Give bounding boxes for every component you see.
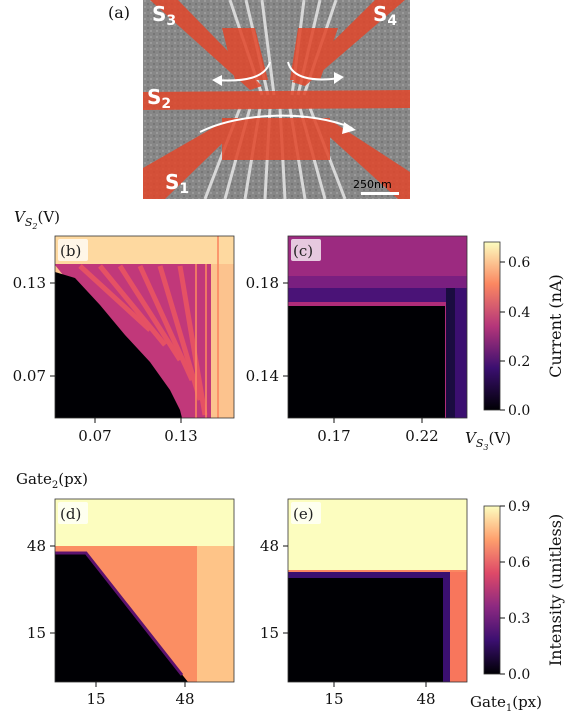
colorbar-current: 0.0 0.2 0.4 0.6 Current (nA) <box>483 241 565 419</box>
axis-b-ticks <box>50 282 182 423</box>
gate-label-s4: S4 <box>373 2 397 29</box>
panel-label-e: (e) <box>293 505 314 523</box>
axis-c-ytick-label: 0.18 <box>246 274 279 292</box>
colorbar-intensity-tick: 0.3 <box>508 611 530 627</box>
colorbar-current-tick: 0.0 <box>508 403 530 419</box>
axis-b-xtick-label: 0.07 <box>78 427 111 445</box>
panel-c: (c) 0.18 0.14 0.17 0.22 <box>246 235 468 445</box>
panel-label-a: (a) <box>108 3 130 22</box>
scale-bar <box>361 192 399 195</box>
axis-d-xtick-label: 15 <box>86 690 105 708</box>
colorbar-current-label: Current (nA) <box>546 274 565 377</box>
top-y-axis-label: VS2(V) <box>14 208 60 231</box>
heatmap-b-blockade <box>55 272 182 418</box>
colorbar-intensity: 0.0 0.3 0.6 0.9 Intensity (unitless) <box>483 499 565 683</box>
panel-label-d: (d) <box>60 505 81 523</box>
panel-label-b: (b) <box>60 242 81 260</box>
colorbar-current-tick: 0.4 <box>508 305 530 321</box>
axis-b-xtick-label: 0.13 <box>164 427 197 445</box>
heatmap-c-blockade <box>288 306 445 418</box>
gate-label-s2: S2 <box>147 85 171 112</box>
gate-label-s3: S3 <box>152 2 176 29</box>
sem-gate-labels: S3 S4 S2 S1 250nm <box>147 2 399 197</box>
heatmap-e-blockade <box>288 578 443 682</box>
colorbar-intensity-tick: 0.6 <box>508 555 530 571</box>
top-x-axis-label: VS3(V) <box>465 429 511 452</box>
arrow-heads <box>212 72 356 134</box>
axis-c-xtick-label: 0.22 <box>405 427 438 445</box>
panel-b: (b) 0.13 0.07 0.07 0.13 <box>13 235 235 445</box>
heatmap-d-blockade <box>55 553 188 682</box>
colorbar-current-tick: 0.2 <box>508 354 530 370</box>
axis-e-ticks <box>283 545 427 687</box>
axis-e-xtick-label: 15 <box>324 690 343 708</box>
gate-label-s1: S1 <box>165 170 189 197</box>
heatmap-b-lines <box>195 236 219 418</box>
axis-c-ytick-label: 0.14 <box>246 367 279 385</box>
colorbar-current-tick: 0.6 <box>508 255 530 271</box>
colorbar-intensity-tick: 0.9 <box>508 499 530 515</box>
axis-c-xtick-label: 0.17 <box>317 427 350 445</box>
axis-b-ytick-label: 0.13 <box>13 274 46 292</box>
axis-e-ytick-label: 48 <box>260 537 279 555</box>
sem-image <box>143 0 410 199</box>
scale-bar-label: 250nm <box>353 178 392 191</box>
colorbar-intensity-tick: 0.0 <box>508 667 530 683</box>
colorbar-intensity-label: Intensity (unitless) <box>546 514 565 666</box>
heatmap-b-streaks <box>78 264 208 416</box>
axis-e-xtick-label: 48 <box>416 690 435 708</box>
axis-d-xtick-label: 48 <box>175 690 194 708</box>
bottom-y-axis-label: Gate2(px) <box>16 470 88 491</box>
panel-e: (e) 48 15 15 48 <box>260 498 468 708</box>
axis-d-ytick-label: 15 <box>27 624 46 642</box>
axis-d-ytick-label: 48 <box>27 537 46 555</box>
axis-d-ticks <box>50 545 186 687</box>
panel-d: (d) 48 15 15 48 <box>27 498 235 708</box>
current-arrows <box>199 61 353 133</box>
axis-e-ytick-label: 15 <box>260 624 279 642</box>
panel-label-c: (c) <box>293 242 313 260</box>
axis-c-ticks <box>283 282 423 423</box>
axis-b-ytick-label: 0.07 <box>13 367 46 385</box>
bottom-x-axis-label: Gate1(px) <box>470 693 542 714</box>
sem-gates-red <box>143 0 410 199</box>
